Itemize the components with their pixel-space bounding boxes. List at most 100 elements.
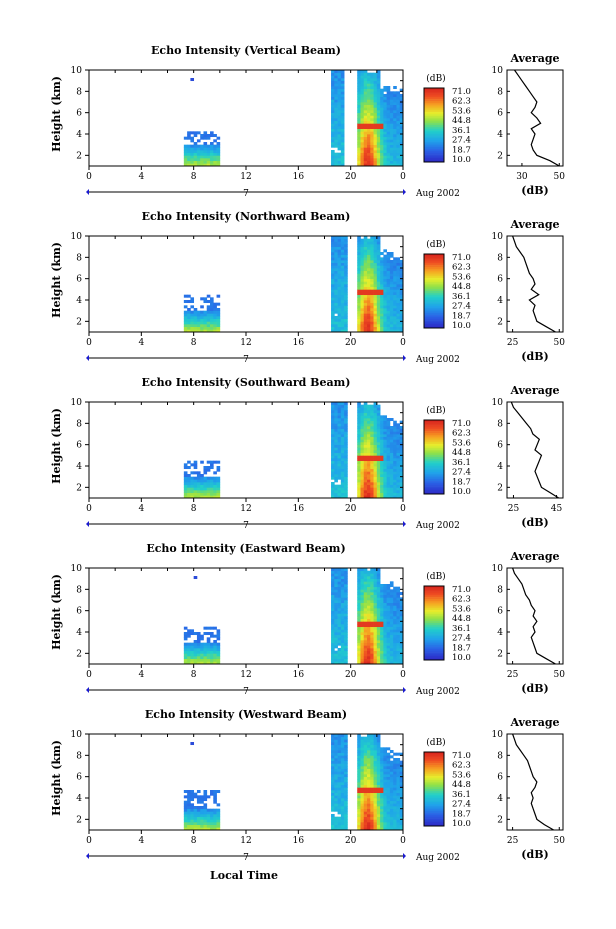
heatmap-cell — [331, 142, 335, 146]
heatmap-cell — [193, 490, 198, 494]
heatmap-cell — [213, 658, 217, 662]
heatmap-cell — [331, 134, 335, 138]
heatmap-cell — [389, 766, 394, 770]
heatmap-cell — [357, 642, 361, 646]
heatmap-cell — [357, 418, 361, 422]
heatmap-cell — [389, 418, 394, 422]
heatmap-cell — [373, 605, 378, 609]
colorbar-swatch — [424, 425, 444, 428]
heatmap-cell — [389, 581, 394, 585]
heatmap-cell — [340, 476, 345, 480]
heatmap-cell — [340, 827, 345, 831]
heatmap-cell — [183, 661, 188, 665]
heatmap-cell — [340, 608, 345, 612]
heatmap-cell — [337, 468, 342, 472]
heatmap-cell — [340, 126, 345, 130]
colorbar-tick-label: 27.4 — [452, 468, 471, 478]
heatmap-cell — [334, 431, 338, 435]
heatmap-cell — [331, 294, 335, 298]
heatmap-cell — [376, 592, 381, 596]
heatmap-cell — [396, 324, 401, 328]
heatmap-cell — [376, 468, 381, 472]
heatmap-cell — [396, 268, 401, 272]
heatmap-cell — [331, 629, 335, 633]
heatmap-cell — [370, 634, 374, 638]
heatmap-cell — [393, 798, 397, 802]
heatmap-cell — [210, 305, 214, 309]
y-tick-label: 8 — [76, 585, 82, 595]
heatmap-cell — [380, 142, 384, 146]
heatmap-cell — [376, 760, 381, 764]
heatmap-cell — [190, 495, 195, 499]
heatmap-cell — [331, 784, 335, 788]
heatmap-cell — [331, 78, 335, 82]
heatmap-cell — [370, 136, 374, 140]
average-y-tick-label: 10 — [492, 398, 504, 408]
heatmap-cell — [376, 811, 381, 815]
heatmap-cell — [360, 621, 365, 625]
heatmap-cell — [331, 257, 335, 261]
heatmap-cell — [216, 155, 221, 159]
heatmap-cell — [396, 776, 401, 780]
heatmap-cell — [344, 787, 348, 791]
heatmap-cell — [373, 658, 378, 662]
heatmap-cell — [213, 152, 217, 156]
colorbar-swatch — [424, 123, 444, 126]
plot-frame — [88, 235, 404, 333]
colorbar-swatch — [424, 434, 444, 437]
heatmap-cell — [344, 808, 348, 812]
panel-3: Echo Intensity (Southward Beam)246810Hei… — [50, 376, 564, 531]
heatmap-cell — [190, 656, 195, 660]
colorbar-swatch — [424, 624, 444, 627]
heatmap-cell — [367, 412, 371, 416]
heatmap-cell — [367, 284, 371, 288]
heatmap-cell — [370, 420, 374, 424]
heatmap-cell — [187, 476, 191, 480]
heatmap-cell — [357, 495, 361, 499]
heatmap-cell — [360, 650, 365, 654]
x-tick-label: 16 — [293, 836, 305, 846]
heatmap-cell — [383, 608, 387, 612]
heatmap-cell — [367, 658, 371, 662]
heatmap-cell — [386, 661, 391, 665]
heatmap-cell — [183, 487, 188, 491]
heatmap-cell — [360, 273, 365, 277]
heatmap-cell — [337, 774, 342, 778]
heatmap-cell — [370, 734, 374, 738]
heatmap-cell — [334, 779, 338, 783]
heatmap-cell — [210, 482, 214, 486]
colorbar-swatch — [424, 287, 444, 290]
heatmap-cell — [331, 803, 335, 807]
heatmap-cell — [357, 404, 361, 408]
heatmap-cell — [337, 650, 342, 654]
heatmap-cell — [206, 150, 211, 154]
heatmap-cell — [370, 827, 374, 831]
heatmap-cell — [367, 642, 371, 646]
heatmap-cell — [396, 806, 401, 810]
heatmap-cell — [331, 816, 335, 820]
heatmap-cell — [370, 144, 374, 148]
heatmap-cell — [331, 324, 335, 328]
heatmap-cell — [334, 578, 338, 582]
y-axis-label: Height (km) — [50, 740, 63, 816]
heatmap-cell — [360, 286, 365, 290]
heatmap-cell — [396, 152, 401, 156]
heatmap-cell — [367, 118, 371, 122]
heatmap-cell — [399, 458, 404, 462]
heatmap-cell — [376, 88, 381, 92]
heatmap-cell — [399, 120, 404, 124]
heatmap-cell — [363, 634, 368, 638]
colorbar-swatch — [424, 311, 444, 314]
heatmap-cell — [193, 463, 198, 467]
heatmap-cell — [331, 787, 335, 791]
heatmap-cell — [360, 257, 365, 261]
heatmap-cell — [183, 463, 188, 467]
heatmap-cell — [363, 471, 368, 475]
heatmap-cell — [376, 771, 381, 775]
heatmap-cell — [376, 658, 381, 662]
heatmap-cell — [213, 645, 217, 649]
heatmap-cell — [367, 139, 371, 143]
heatmap-cell — [360, 771, 365, 775]
heatmap-cell — [337, 96, 342, 100]
heatmap-cell — [373, 436, 378, 440]
